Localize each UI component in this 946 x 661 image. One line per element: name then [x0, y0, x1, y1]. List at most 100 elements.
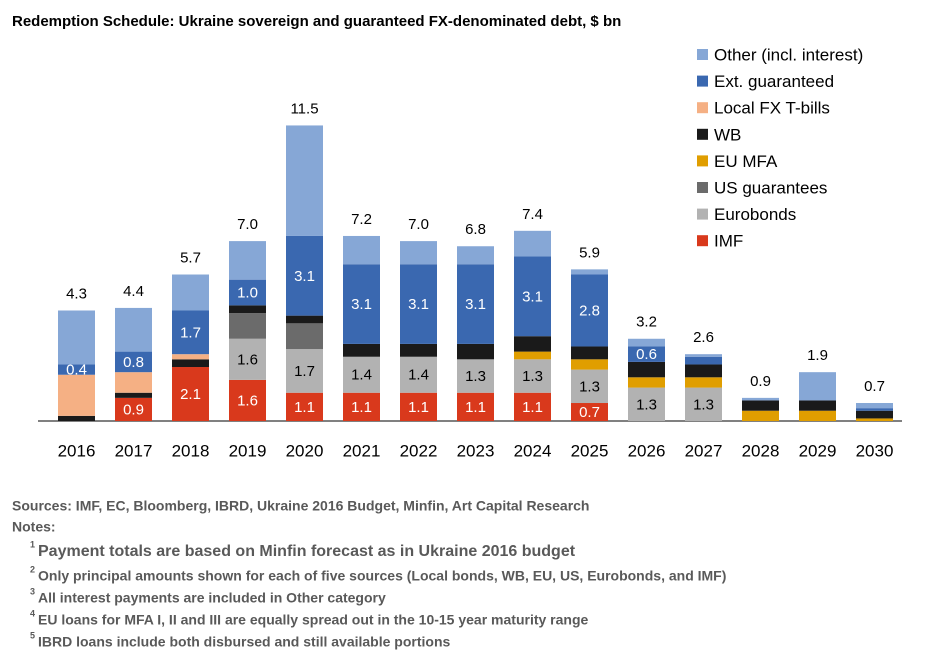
segment-label: 0.9	[123, 401, 144, 418]
bar-segment	[115, 392, 152, 398]
legend-swatch	[697, 75, 708, 87]
bar-segment	[172, 354, 209, 360]
total-label: 6.8	[465, 221, 486, 238]
bar-segment	[514, 336, 551, 352]
bar-segment	[400, 392, 437, 421]
total-label: 7.0	[237, 216, 258, 233]
x-tick-label: 2029	[799, 441, 837, 460]
bar-segment	[400, 356, 437, 393]
bar-segment	[343, 392, 380, 421]
segment-label: 1.1	[522, 399, 543, 416]
bar-segment	[229, 313, 266, 339]
x-tick-label: 2030	[856, 441, 894, 460]
total-label: 0.9	[750, 373, 771, 390]
segment-label: 1.0	[237, 284, 258, 301]
bar-segment	[172, 274, 209, 311]
segment-label: 1.3	[465, 368, 486, 385]
bar-segment	[457, 246, 494, 265]
bar-segment	[286, 125, 323, 236]
bar-segment	[685, 356, 722, 365]
note-number: 4	[30, 608, 35, 618]
bar-segment	[286, 235, 323, 316]
bar-segment	[799, 410, 836, 421]
total-label: 7.4	[522, 206, 543, 223]
bar-segment	[229, 241, 266, 280]
bar-segment	[115, 397, 152, 421]
bar-segment	[628, 377, 665, 388]
legend-label: Local FX T-bills	[714, 99, 830, 118]
segment-label: 1.1	[351, 399, 372, 416]
bar-segment	[799, 372, 836, 401]
note-text: EU loans for MFA I, II and III are equal…	[38, 612, 589, 628]
bar-segment	[514, 351, 551, 360]
segment-label: 2.8	[579, 302, 600, 319]
note-text: Only principal amounts shown for each of…	[38, 568, 726, 584]
x-tick-label: 2025	[571, 441, 609, 460]
bar-segment	[628, 346, 665, 362]
bar-segment	[514, 392, 551, 421]
segment-label: 1.3	[579, 378, 600, 395]
bar-segment	[172, 367, 209, 421]
bar-segment	[286, 349, 323, 393]
segment-label: 1.1	[465, 399, 486, 416]
legend-label: Ext. guaranteed	[714, 72, 834, 91]
bar-segment	[514, 256, 551, 337]
note-number: 1	[30, 539, 35, 549]
bar-segment	[172, 359, 209, 368]
bar-segment	[457, 392, 494, 421]
x-tick-label: 2022	[400, 441, 438, 460]
bar-segment	[58, 310, 95, 365]
segment-label: 1.3	[522, 368, 543, 385]
x-tick-label: 2026	[628, 441, 666, 460]
legend-swatch	[697, 155, 708, 167]
legend-label: US guarantees	[714, 178, 827, 197]
legend-label: Eurobonds	[714, 205, 796, 224]
bar-segment	[343, 356, 380, 393]
segment-label: 1.1	[294, 399, 315, 416]
legend-swatch	[697, 182, 708, 193]
segment-label: 0.7	[579, 404, 600, 421]
bar-segment	[343, 264, 380, 344]
bar-segment	[685, 354, 722, 357]
bar-segment	[685, 387, 722, 421]
bar-segment	[58, 415, 95, 421]
bar-segment	[115, 351, 152, 373]
bar-segment	[571, 359, 608, 370]
footnotes: Sources: IMF, EC, Bloomberg, IBRD, Ukrai…	[12, 498, 726, 650]
bar-segment	[742, 400, 779, 411]
bar-segment	[628, 387, 665, 421]
total-label: 7.0	[408, 216, 429, 233]
legend-swatch	[697, 208, 708, 220]
total-label: 4.4	[123, 283, 144, 300]
total-label: 3.2	[636, 314, 657, 331]
x-tick-label: 2017	[115, 441, 153, 460]
notes-title: Notes:	[12, 519, 56, 535]
segment-label: 1.4	[408, 367, 429, 384]
segment-label: 1.7	[180, 324, 201, 341]
bar-segment	[400, 241, 437, 265]
x-tick-label: 2028	[742, 441, 780, 460]
bar-segment	[400, 343, 437, 357]
bar-segment	[685, 364, 722, 378]
total-label: 1.9	[807, 347, 828, 364]
note-text: All interest payments are included in Ot…	[38, 590, 386, 606]
segment-label: 1.3	[693, 396, 714, 413]
bar-segment	[343, 343, 380, 357]
bar-segment	[685, 377, 722, 388]
bar-segment	[514, 230, 551, 257]
segment-label: 1.7	[294, 363, 315, 380]
bar-segment	[172, 310, 209, 355]
bar-segment	[229, 338, 266, 380]
x-tick-label: 2021	[343, 441, 381, 460]
total-label: 0.7	[864, 378, 885, 395]
bar-segment	[457, 264, 494, 344]
total-label: 11.5	[290, 100, 318, 117]
bar-segment	[457, 359, 494, 393]
x-tick-label: 2020	[286, 441, 324, 460]
segment-label: 0.4	[66, 362, 87, 379]
segment-label: 3.1	[522, 288, 543, 305]
bar-segment	[742, 410, 779, 421]
note-number: 3	[30, 586, 35, 596]
chart-title: Redemption Schedule: Ukraine sovereign a…	[12, 13, 621, 30]
legend-label: IMF	[714, 232, 743, 251]
